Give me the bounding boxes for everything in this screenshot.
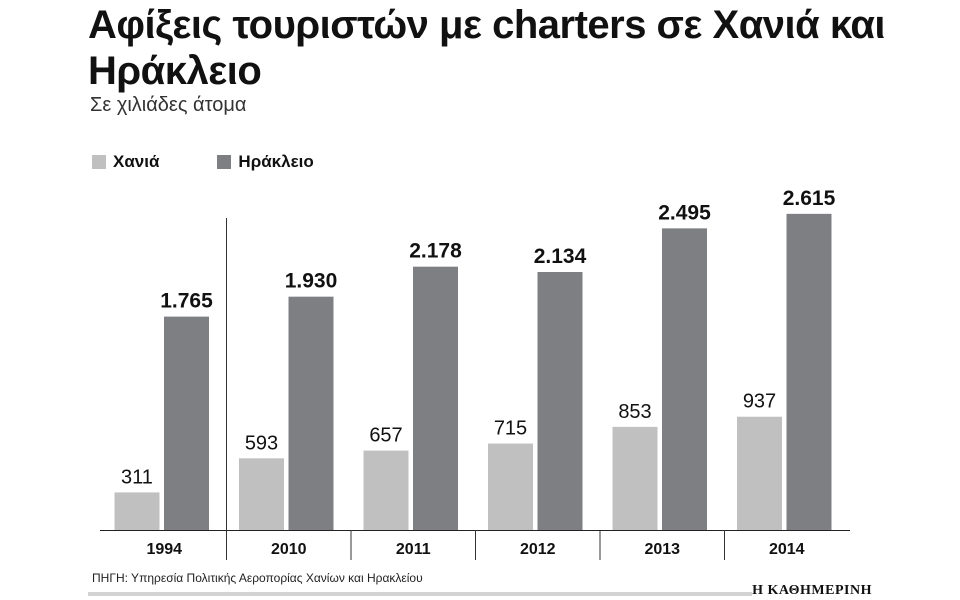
data-label-chania-2010: 593 (245, 432, 278, 454)
legend-label-chania: Χανιά (113, 152, 160, 171)
data-label-heraklion-2014: 2.615 (783, 187, 836, 210)
bar-chania-2010 (239, 458, 284, 530)
chart-subtitle: Σε χιλιάδες άτομα (90, 94, 247, 116)
data-label-heraklion-2010: 1.930 (285, 270, 338, 293)
x-tick-label-1994: 1994 (146, 541, 182, 558)
legend-item-heraklion: Ηράκλειο (217, 152, 314, 172)
data-label-heraklion-2013: 2.495 (658, 201, 711, 224)
chart-title: Αφίξεις τουριστών με charters σε Χανιά κ… (88, 3, 886, 93)
data-label-heraklion-1994: 1.765 (160, 290, 213, 313)
bar-chania-2011 (363, 450, 409, 530)
bar-chania-2014 (737, 416, 782, 530)
bar-heraklion-2011 (413, 266, 458, 530)
data-label-chania-1994: 311 (121, 466, 153, 488)
data-label-chania-2011: 657 (369, 425, 402, 447)
data-label-heraklion-2011: 2.178 (409, 240, 462, 263)
bar-heraklion-2010 (288, 296, 334, 530)
bar-heraklion-1994 (164, 316, 209, 530)
legend-item-chania: Χανιά (92, 152, 159, 172)
legend-swatch-heraklion (217, 155, 232, 169)
source-note: ΠΗΓΗ: Υπηρεσία Πολιτικής Αεροπορίας Χανί… (92, 571, 423, 585)
bar-heraklion-2012 (537, 271, 583, 530)
footer-rule (88, 592, 752, 596)
x-tick-label-2013: 2013 (644, 541, 680, 558)
legend: Χανιά Ηράκλειο (92, 152, 314, 172)
legend-swatch-chania (92, 155, 106, 169)
bar-chania-2012 (488, 443, 533, 530)
x-tick-label-2010: 2010 (271, 541, 307, 558)
bar-chania-2013 (612, 426, 658, 530)
x-tick-label-2011: 2011 (396, 541, 431, 558)
data-label-chania-2013: 853 (618, 401, 651, 423)
data-label-chania-2012: 715 (494, 418, 527, 440)
x-tick-label-2014: 2014 (769, 541, 805, 558)
data-label-chania-2014: 937 (743, 391, 776, 413)
publisher-logo: Η ΚΑΘΗΜΕΡΙΝΗ (752, 583, 872, 598)
data-label-heraklion-2012: 2.134 (534, 245, 587, 268)
x-tick-label-2012: 2012 (520, 541, 556, 558)
bar-heraklion-2014 (786, 213, 832, 530)
bar-chania-1994 (114, 492, 160, 530)
bar-heraklion-2013 (662, 228, 707, 531)
legend-label-heraklion: Ηράκλειο (238, 152, 314, 171)
